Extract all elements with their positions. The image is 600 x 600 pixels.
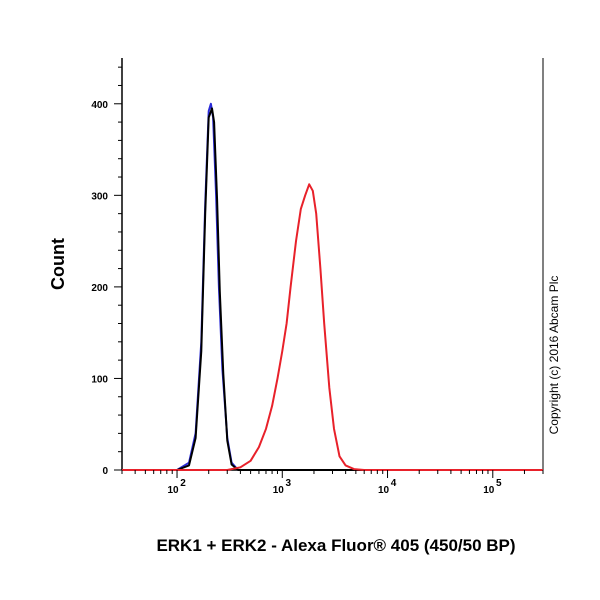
y-tick-label: 200 (91, 283, 108, 294)
y-tick-label: 0 (102, 466, 108, 477)
x-tick-exponent: 2 (180, 478, 186, 489)
x-axis-label: ERK1 + ERK2 - Alexa Fluor® 405 (450/50 B… (156, 536, 515, 555)
x-tick-label: 102 (167, 478, 186, 496)
x-tick-label: 105 (483, 478, 502, 496)
series-group (122, 102, 543, 471)
x-tick-exponent: 5 (496, 478, 502, 489)
y-tick-label: 100 (91, 374, 108, 385)
x-tick-label: 103 (273, 478, 292, 496)
y-tick-label: 400 (91, 100, 108, 111)
y-axis-ticks: 0 100 200 300 400 (91, 66, 122, 477)
x-tick-base: 10 (378, 485, 390, 496)
x-tick-label: 104 (378, 478, 397, 496)
y-tick-label: 300 (91, 191, 108, 202)
y-axis-label: Count (48, 238, 68, 290)
series-line-3 (122, 183, 543, 471)
x-tick-exponent: 3 (286, 478, 292, 489)
x-tick-base: 10 (273, 485, 285, 496)
copyright-notice: Copyright (c) 2016 Abcam Plc (547, 276, 561, 435)
series-line-2 (122, 107, 543, 471)
x-tick-base: 10 (167, 485, 179, 496)
x-tick-base: 10 (483, 485, 495, 496)
x-tick-exponent: 4 (391, 478, 397, 489)
